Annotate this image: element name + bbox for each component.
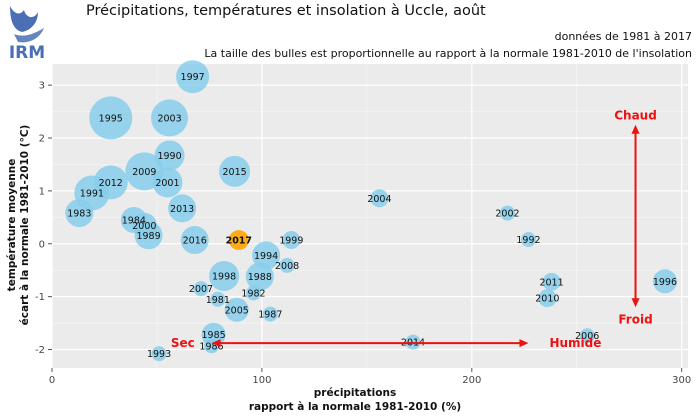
irm-logo: IRM [9, 6, 45, 60]
bubble-label-1994: 1994 [254, 251, 278, 262]
bubble-1997 [176, 60, 210, 94]
bubble-1993 [151, 346, 167, 362]
bubble-1996 [652, 269, 677, 294]
bubble-1994 [252, 241, 281, 270]
bubble-1999 [282, 231, 301, 250]
bubble-1998 [209, 261, 240, 292]
y-tick-label: 2 [39, 134, 45, 145]
bubble-2006 [579, 328, 595, 344]
bubble-1983 [65, 199, 94, 228]
y-tick-label: 1 [39, 186, 45, 197]
x-tick-label: 300 [672, 375, 691, 386]
bubble-2013 [168, 194, 197, 223]
bubble-label-2010: 2010 [535, 294, 559, 305]
bubble-1988 [245, 262, 274, 291]
bubble-label-2006: 2006 [575, 331, 599, 342]
annotation-warm: Chaud [614, 108, 657, 122]
bubble-label-1999: 1999 [279, 236, 303, 247]
bubble-label-1990: 1990 [157, 151, 181, 162]
bubble-2004 [370, 189, 389, 208]
bubble-2011 [542, 272, 561, 291]
bubble-1990 [154, 140, 185, 171]
bubble-label-2011: 2011 [539, 277, 563, 288]
bubble-2005 [224, 297, 249, 322]
bubble-label-2012: 2012 [99, 178, 123, 189]
arrow-head-right [519, 339, 529, 348]
y-tick-label: -2 [35, 345, 45, 356]
x-tick-label: 100 [252, 375, 271, 386]
y-tick-label: 3 [39, 81, 45, 92]
bubble-label-1989: 1989 [136, 231, 160, 242]
bubble-2015 [219, 155, 251, 187]
x-axis-title-line2: rapport à la normale 1981-2010 (%) [249, 401, 461, 413]
y-tick-label: -1 [35, 292, 45, 303]
bubble-2014 [405, 334, 421, 350]
bubble-2008 [279, 257, 295, 273]
axis-ticks: 0 100 200 300 -2 -1 0 1 2 3 [35, 81, 691, 386]
bubble-2003 [151, 99, 189, 137]
bubble-label-1992: 1992 [516, 235, 540, 246]
bubble-label-2009: 2009 [132, 167, 156, 178]
annotation-wet: Humide [549, 336, 601, 350]
arrow-head-up [631, 124, 640, 134]
x-tick-label: 0 [49, 375, 55, 386]
bubble-2016 [180, 226, 209, 255]
bubble-label-1981: 1981 [206, 295, 230, 306]
chart-subtitle-note: La taille des bulles est proportionnelle… [204, 47, 692, 60]
bubble-label-2003: 2003 [157, 113, 181, 124]
bubble-label-2007: 2007 [189, 284, 213, 295]
bubble-label-2008: 2008 [275, 261, 299, 272]
bubble-label-1982: 1982 [241, 288, 265, 299]
bubble-label-2000: 2000 [132, 221, 156, 232]
bubble-label-2001: 2001 [155, 178, 179, 189]
annotation-cold: Froid [618, 312, 652, 326]
y-axis-title-line1: température moyenne [6, 159, 18, 292]
bubble-label-1983: 1983 [67, 209, 91, 220]
bubble-label-2016: 2016 [183, 236, 207, 247]
bubble-label-1996: 1996 [653, 277, 677, 288]
bubble-1982 [246, 285, 262, 301]
bubble-label-1993: 1993 [147, 349, 171, 360]
y-tick-label: 0 [39, 239, 45, 250]
bubble-2002 [499, 205, 515, 221]
bubble-label-1984: 1984 [122, 215, 146, 226]
bubble-2000 [131, 212, 157, 238]
bubble-1992 [520, 232, 536, 248]
bubble-2010 [538, 289, 557, 308]
bubble-1987 [262, 306, 278, 322]
x-tick-label: 200 [462, 375, 481, 386]
bubble-2012 [93, 165, 128, 200]
logo-text: IRM [9, 43, 45, 60]
chart-title: Précipitations, températures et insolati… [86, 3, 486, 19]
arrow-head-down [631, 298, 640, 308]
bubble-label-2017: 2017 [226, 236, 252, 247]
bubble-label-1998: 1998 [212, 272, 236, 283]
bubble-label-1988: 1988 [248, 272, 272, 283]
bubble-label-1986: 1986 [199, 341, 223, 352]
annotation-dry: Sec [171, 336, 195, 350]
bubble-label-1985: 1985 [202, 330, 226, 341]
bubble-label-1995: 1995 [99, 113, 123, 124]
bubble-2017 [228, 230, 249, 251]
bubble-label-1997: 1997 [181, 72, 205, 83]
bubble-label-2015: 2015 [223, 167, 247, 178]
bubbles [65, 60, 677, 362]
bubble-2007 [193, 281, 209, 297]
chart-subtitle-period: données de 1981 à 2017 [554, 30, 692, 43]
bubble-label-1991: 1991 [80, 189, 104, 200]
bubble-label-2004: 2004 [367, 194, 391, 205]
bubble-label-2002: 2002 [495, 209, 519, 220]
annotations: Chaud Froid Sec Humide [171, 108, 657, 350]
y-axis-title-line2: écart à la normale 1981-2010 (°C) [19, 125, 31, 326]
bubble-1981 [210, 291, 226, 307]
bubble-1995 [89, 96, 133, 140]
bubble-label-1987: 1987 [258, 310, 282, 321]
x-axis-title-line1: précipitations [314, 387, 396, 399]
bubble-2001 [152, 167, 183, 198]
arrow-head-left [211, 339, 221, 348]
bubble-label-2013: 2013 [170, 204, 194, 215]
bubble-label-2005: 2005 [225, 305, 249, 316]
